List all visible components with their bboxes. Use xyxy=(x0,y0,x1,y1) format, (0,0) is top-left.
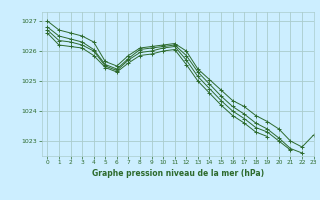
X-axis label: Graphe pression niveau de la mer (hPa): Graphe pression niveau de la mer (hPa) xyxy=(92,169,264,178)
